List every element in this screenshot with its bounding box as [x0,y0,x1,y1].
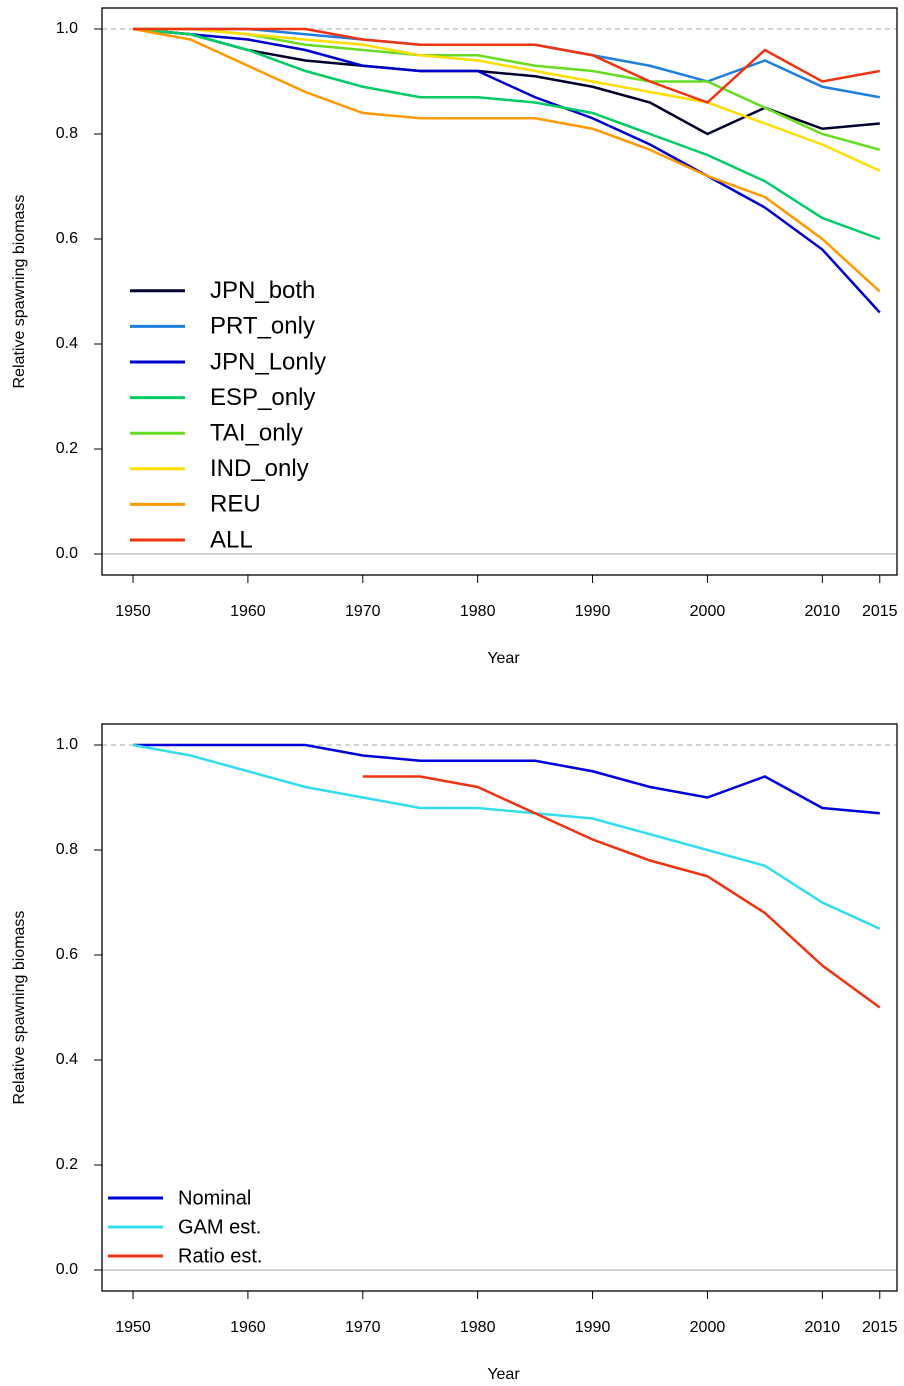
x-tick-label: 1950 [115,1319,151,1336]
x-tick-label: 1950 [115,603,151,620]
series-line [133,27,881,172]
series-line [132,27,881,241]
legend-label: Ratio est. [178,1245,262,1267]
x-axis-label: Year [487,1366,520,1383]
y-tick-label: 0.4 [56,1051,78,1068]
x-tick-label: 2000 [690,1319,726,1336]
x-tick-label: 1960 [230,603,266,620]
x-tick-label: 1970 [345,1319,381,1336]
y-tick-label: 1.0 [56,20,78,37]
series-line [132,743,881,930]
series-line [132,27,880,136]
x-tick-label: 1980 [460,603,496,620]
x-tick-label: 2015 [862,603,898,620]
y-tick-label: 1.0 [56,736,78,753]
series-line [133,743,880,815]
x-tick-label: 2000 [690,603,726,620]
y-tick-label: 0.2 [56,440,78,457]
x-tick-label: 1960 [230,1319,266,1336]
legend-label: PRT_only [210,313,315,340]
y-tick-label: 0.8 [56,841,78,858]
y-tick-label: 0.6 [56,230,78,247]
legend-label: Nominal [178,1187,251,1209]
series-line [133,27,881,151]
x-axis-label: Year [487,650,520,667]
series-line [362,775,881,1009]
series-line [132,27,881,293]
y-axis-label: Relative spawning biomass [11,195,28,389]
legend-label: JPN_Lonly [210,348,326,375]
legend-label: TAI_only [210,420,303,447]
y-axis-label: Relative spawning biomass [11,911,28,1105]
legend-label: GAM est. [178,1216,261,1238]
x-tick-label: 1990 [575,603,611,620]
series-line [132,27,881,314]
x-tick-label: 2010 [805,1319,841,1336]
legend-label: IND_only [210,455,309,482]
y-tick-label: 0.2 [56,1156,78,1173]
legend-label: JPN_both [210,277,315,304]
x-tick-label: 1980 [460,1319,496,1336]
legend-label: REU [210,491,261,518]
x-tick-label: 2010 [805,603,841,620]
plot-frame [101,723,898,1292]
series-line [133,27,880,104]
plot-frame [101,7,898,576]
x-tick-label: 1970 [345,603,381,620]
y-tick-label: 0.0 [56,1261,78,1278]
y-tick-label: 0.8 [56,125,78,142]
x-tick-label: 1990 [575,1319,611,1336]
legend-label: ESP_only [210,384,315,411]
x-tick-label: 2015 [862,1319,898,1336]
y-tick-label: 0.0 [56,545,78,562]
legend-label: ALL [210,526,253,553]
y-tick-label: 0.6 [56,946,78,963]
y-tick-label: 0.4 [56,335,78,352]
